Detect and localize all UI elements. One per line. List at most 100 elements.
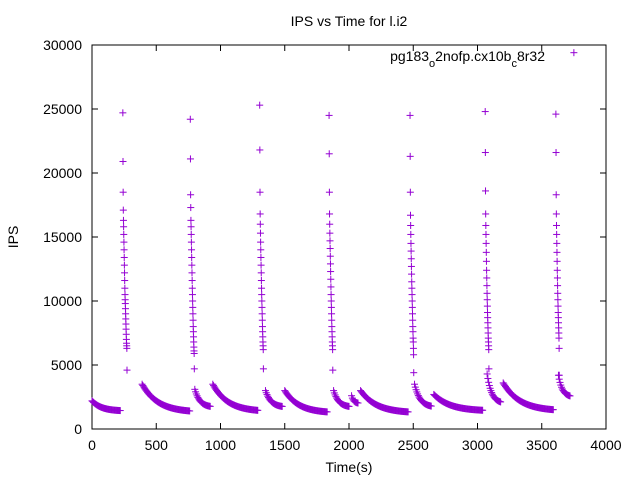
data-point-spike [259,365,267,373]
data-point [186,407,194,415]
data-point-spike [119,157,127,165]
x-tick-label: 500 [145,437,169,453]
series-points [88,49,578,416]
data-point-spike [189,297,197,305]
data-point-spike [552,191,560,199]
data-point-spike [257,238,265,246]
data-point-spike [554,296,562,304]
y-axis: 0 5000 10000 15000 20000 25000 30000 [43,37,606,437]
data-point-spike [483,296,491,304]
data-point-spike [188,253,196,261]
data-point-spike [552,110,560,118]
data-point-spike [325,150,333,158]
data-point [566,392,574,400]
data-point-spike [258,316,266,324]
data-point-spike [481,108,489,116]
data-point-spike [483,282,491,290]
data-point-spike [408,270,416,278]
data-point-spike [326,229,334,237]
data-point [193,392,201,400]
legend: pg183o2nofp.cx10bc8r32 [390,48,545,70]
data-point-spike [482,239,490,247]
x-axis: 0 500 1000 1500 2000 2500 3000 3500 4000 [88,45,622,453]
data-point-spike [553,248,561,256]
x-tick-label: 3000 [462,437,493,453]
y-tick-label: 20000 [43,165,82,181]
data-point-spike [257,269,265,277]
data-point [323,408,331,416]
data-point-spike [256,229,264,237]
data-point-spike [408,297,416,305]
data-point-spike [327,297,335,305]
data-point-spike [326,260,334,268]
data-point-spike [407,211,415,219]
data-point-spike [186,155,194,163]
data-point-spike [553,274,561,282]
data-point-spike [258,303,266,311]
data-point-spike [328,316,336,324]
data-point-spike [408,291,416,299]
data-point-spike [407,262,415,270]
data-point-spike [553,230,561,238]
data-point-spike [258,291,266,299]
data-point-spike [256,210,264,218]
data-point-spike [119,206,127,214]
data-point-spike [407,239,415,247]
data-point-spike [482,221,490,229]
data-point-spike [407,230,415,238]
data-point [479,406,487,414]
data-point-spike [552,149,560,157]
data-point-spike [326,210,334,218]
data-point-spike [258,284,266,292]
data-point-spike [554,302,562,310]
data-point-spike [121,269,129,277]
data-point-spike [187,216,195,224]
data-point-spike [329,346,337,354]
data-point-spike [327,303,335,311]
x-tick-label: 1000 [205,437,236,453]
data-point-spike [327,283,335,291]
data-point-spike [555,344,563,352]
x-axis-label: Time(s) [326,459,373,475]
data-point [263,391,271,399]
data-point-spike [326,237,334,245]
data-point-spike [553,221,561,229]
data-point-spike [407,221,415,229]
data-point-spike [189,303,197,311]
x-tick-label: 4000 [590,437,621,453]
plot-frame [91,44,607,430]
data-point [484,374,492,382]
data-point [485,378,493,386]
y-axis-label: IPS [5,226,21,249]
y-tick-label: 10000 [43,293,82,309]
data-point-spike [325,111,333,119]
data-point-spike [121,284,129,292]
x-tick-label: 2000 [333,437,364,453]
data-point-spike [256,188,264,196]
chart-title: IPS vs Time for l.i2 [291,13,408,29]
data-point-spike [190,349,198,357]
data-point-spike [259,346,267,354]
data-point-spike [327,291,335,299]
data-point [354,399,362,407]
data-point-spike [408,278,416,286]
data-point-spike [409,316,417,324]
data-point [549,406,557,414]
data-point-spike [483,302,491,310]
data-point-spike [553,239,561,247]
data-point-spike [257,253,265,261]
data-point-spike [188,284,196,292]
data-point-spike [258,310,266,318]
data-point [497,398,505,406]
data-point-spike [407,255,415,263]
data-point-spike [327,275,335,283]
data-point-spike [188,269,196,277]
data-point-spike [188,261,196,269]
data-point-spike [187,191,195,199]
data-point-spike [187,223,195,231]
data-point-spike [257,261,265,269]
data-point [427,402,435,410]
data-point-spike [120,223,128,231]
